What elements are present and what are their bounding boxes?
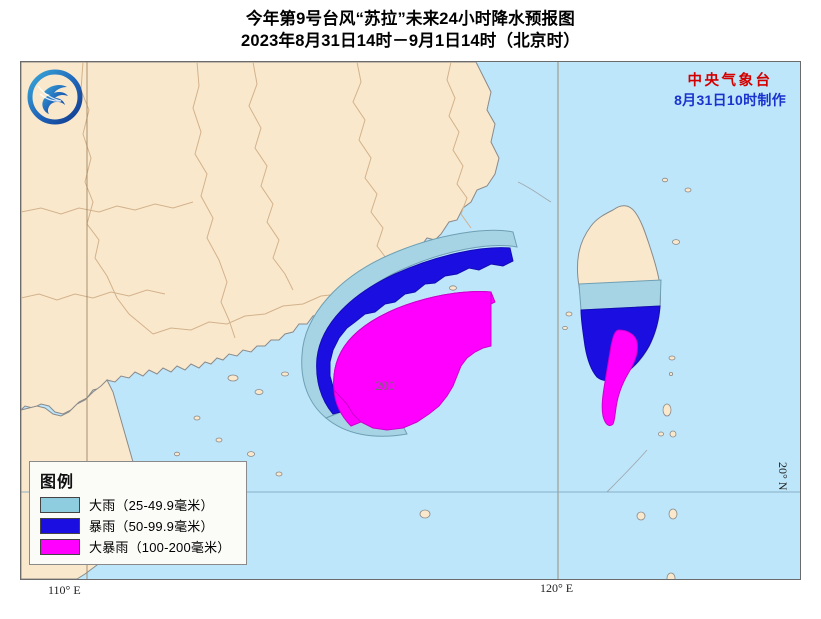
province-boundaries: [21, 62, 472, 339]
province-border-line: [248, 62, 294, 291]
cma-dragon-logo-icon: [26, 68, 84, 126]
contour-label-text: 200: [375, 378, 395, 393]
page-title: 今年第9号台风“苏拉”未来24小时降水预报图 2023年8月31日14时－9月1…: [0, 8, 821, 53]
boundary-stroke: [606, 449, 648, 493]
province-border-line: [446, 62, 472, 229]
title-line-primary: 今年第9号台风“苏拉”未来24小时降水预报图: [246, 10, 575, 28]
taiwan-strait-islet: [562, 325, 568, 330]
coastal-islet: [449, 285, 457, 291]
sea-islet: [419, 509, 431, 519]
taiwan-group: [562, 177, 692, 427]
legend-label-rainstorm: 暴雨（50-99.9毫米）: [89, 519, 214, 534]
legend-panel: 图例 大雨（25-49.9毫米） 暴雨（50-99.9毫米） 大暴雨（100-2…: [29, 461, 247, 565]
province-border-line: [192, 62, 236, 339]
legend-label-heavy-rain: 大雨（25-49.9毫米）: [89, 498, 214, 513]
axis-label-latitude-20n: 20° N: [776, 462, 790, 491]
sea-islet: [173, 451, 180, 457]
coastal-islet: [193, 415, 201, 421]
cma-logo-svg: [27, 69, 83, 125]
taiwan-precip-heavy-rain: [578, 279, 662, 311]
sea-islet: [662, 403, 672, 417]
legend-item-heavy-rain: 大雨（25-49.9毫米）: [40, 495, 238, 514]
legend-item-rainstorm: 暴雨（50-99.9毫米）: [40, 516, 238, 535]
sea-islet: [668, 508, 678, 520]
sea-boundary-line: [517, 181, 648, 493]
legend-label-torrential-rain: 大暴雨（100-200毫米）: [89, 540, 231, 555]
taiwan-strait-islet: [565, 311, 573, 317]
sea-islet: [246, 451, 255, 457]
boundary-stroke: [517, 181, 552, 203]
logo-swirl: [37, 85, 62, 102]
map-canvas[interactable]: 200: [20, 61, 801, 580]
coastal-islet: [227, 374, 239, 382]
title-line-secondary: 2023年8月31日14时－9月1日14时（北京时）: [241, 32, 580, 51]
offshore-islet-northeast: [672, 239, 681, 245]
legend-item-torrential-rain: 大暴雨（100-200毫米）: [40, 537, 238, 556]
province-border-line: [21, 289, 166, 301]
sea-islet: [669, 430, 677, 438]
offshore-islet-northeast: [684, 187, 692, 193]
taiwan-precip-torrential-rain: [601, 329, 638, 427]
legend-title: 图例: [40, 474, 75, 491]
legend-swatch-rainstorm: [40, 517, 80, 534]
sea-islet: [658, 431, 664, 437]
axis-label-longitude-110e: 110° E: [48, 583, 81, 597]
precipitation-guangdong-group: 200: [301, 229, 518, 437]
province-border-line: [152, 285, 358, 335]
offshore-islet-east: [668, 355, 676, 361]
coastal-islet: [254, 389, 264, 395]
offshore-islet-northeast: [662, 177, 669, 183]
province-border-line: [21, 201, 194, 215]
sea-islet: [636, 511, 646, 521]
axis-label-longitude-120e: 120° E: [540, 581, 574, 595]
precip-area-torrential-rain-coast: [333, 291, 492, 431]
province-border-line: [352, 62, 390, 263]
logo-ring: [27, 69, 83, 125]
sea-islet: [666, 572, 676, 579]
coastal-islet: [281, 371, 289, 377]
legend-swatch-heavy-rain: [40, 496, 80, 513]
sea-islet: [669, 371, 674, 376]
legend-swatch-torrential-rain: [40, 538, 80, 555]
sea-islet: [215, 437, 223, 443]
sea-islet: [275, 471, 283, 477]
contour-label-200: 200: [375, 378, 395, 393]
